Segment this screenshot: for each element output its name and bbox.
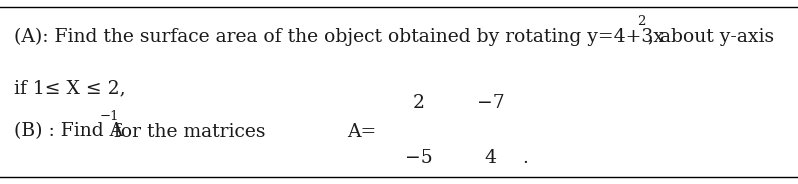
Text: , about y-axis: , about y-axis [648, 28, 774, 46]
Text: .: . [523, 149, 528, 167]
Text: 4: 4 [484, 149, 497, 167]
Text: −5: −5 [405, 149, 433, 167]
Text: (A): Find the surface area of the object obtained by rotating y=4+3x: (A): Find the surface area of the object… [14, 28, 664, 46]
Text: A=: A= [347, 123, 377, 141]
Text: (B) : Find A: (B) : Find A [14, 123, 124, 141]
Text: for the matrices: for the matrices [108, 123, 265, 141]
Text: 2: 2 [413, 94, 425, 112]
Text: if 1≤ X ≤ 2,: if 1≤ X ≤ 2, [14, 79, 126, 97]
Text: −7: −7 [477, 94, 504, 112]
Text: −1: −1 [100, 110, 119, 123]
Text: 2: 2 [638, 15, 646, 28]
